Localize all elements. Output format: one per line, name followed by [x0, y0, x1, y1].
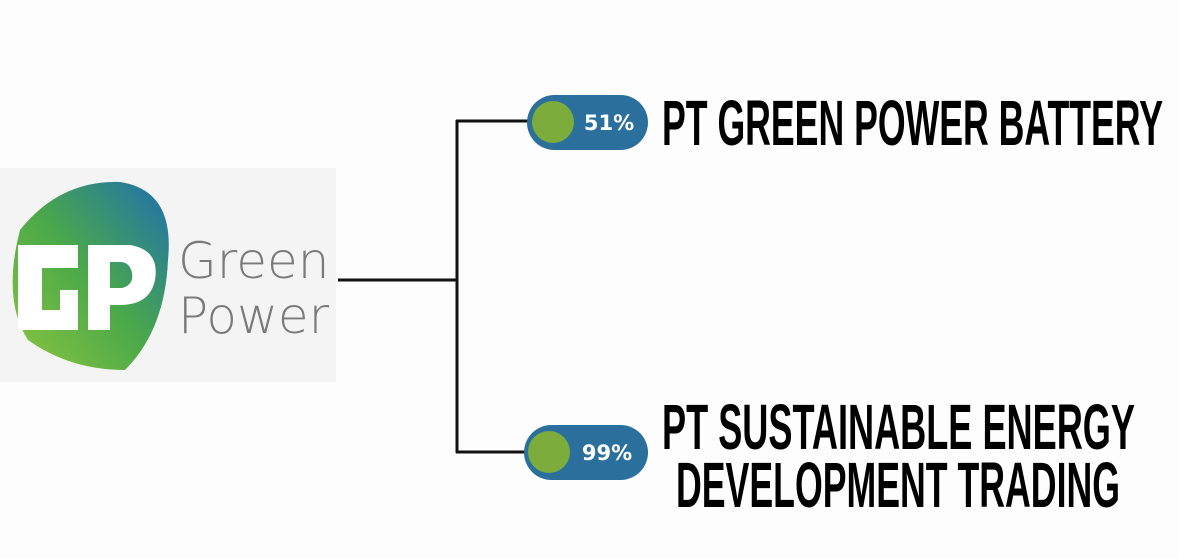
percent-label: 99%: [582, 441, 632, 465]
percent-label: 51%: [584, 111, 634, 135]
logo-text: Green: [178, 232, 329, 290]
logo-text: Power: [178, 287, 330, 345]
connector: [338, 119, 530, 454]
company-label: PT GREEN POWER BATTERY: [662, 87, 1163, 159]
pill-dot: [532, 101, 574, 143]
company-label: PT SUSTAINABLE ENERGY: [662, 391, 1135, 463]
logo-icon: [12, 181, 169, 370]
company-label: DEVELOPMENT TRADING: [676, 449, 1120, 521]
pill-dot: [528, 431, 570, 473]
